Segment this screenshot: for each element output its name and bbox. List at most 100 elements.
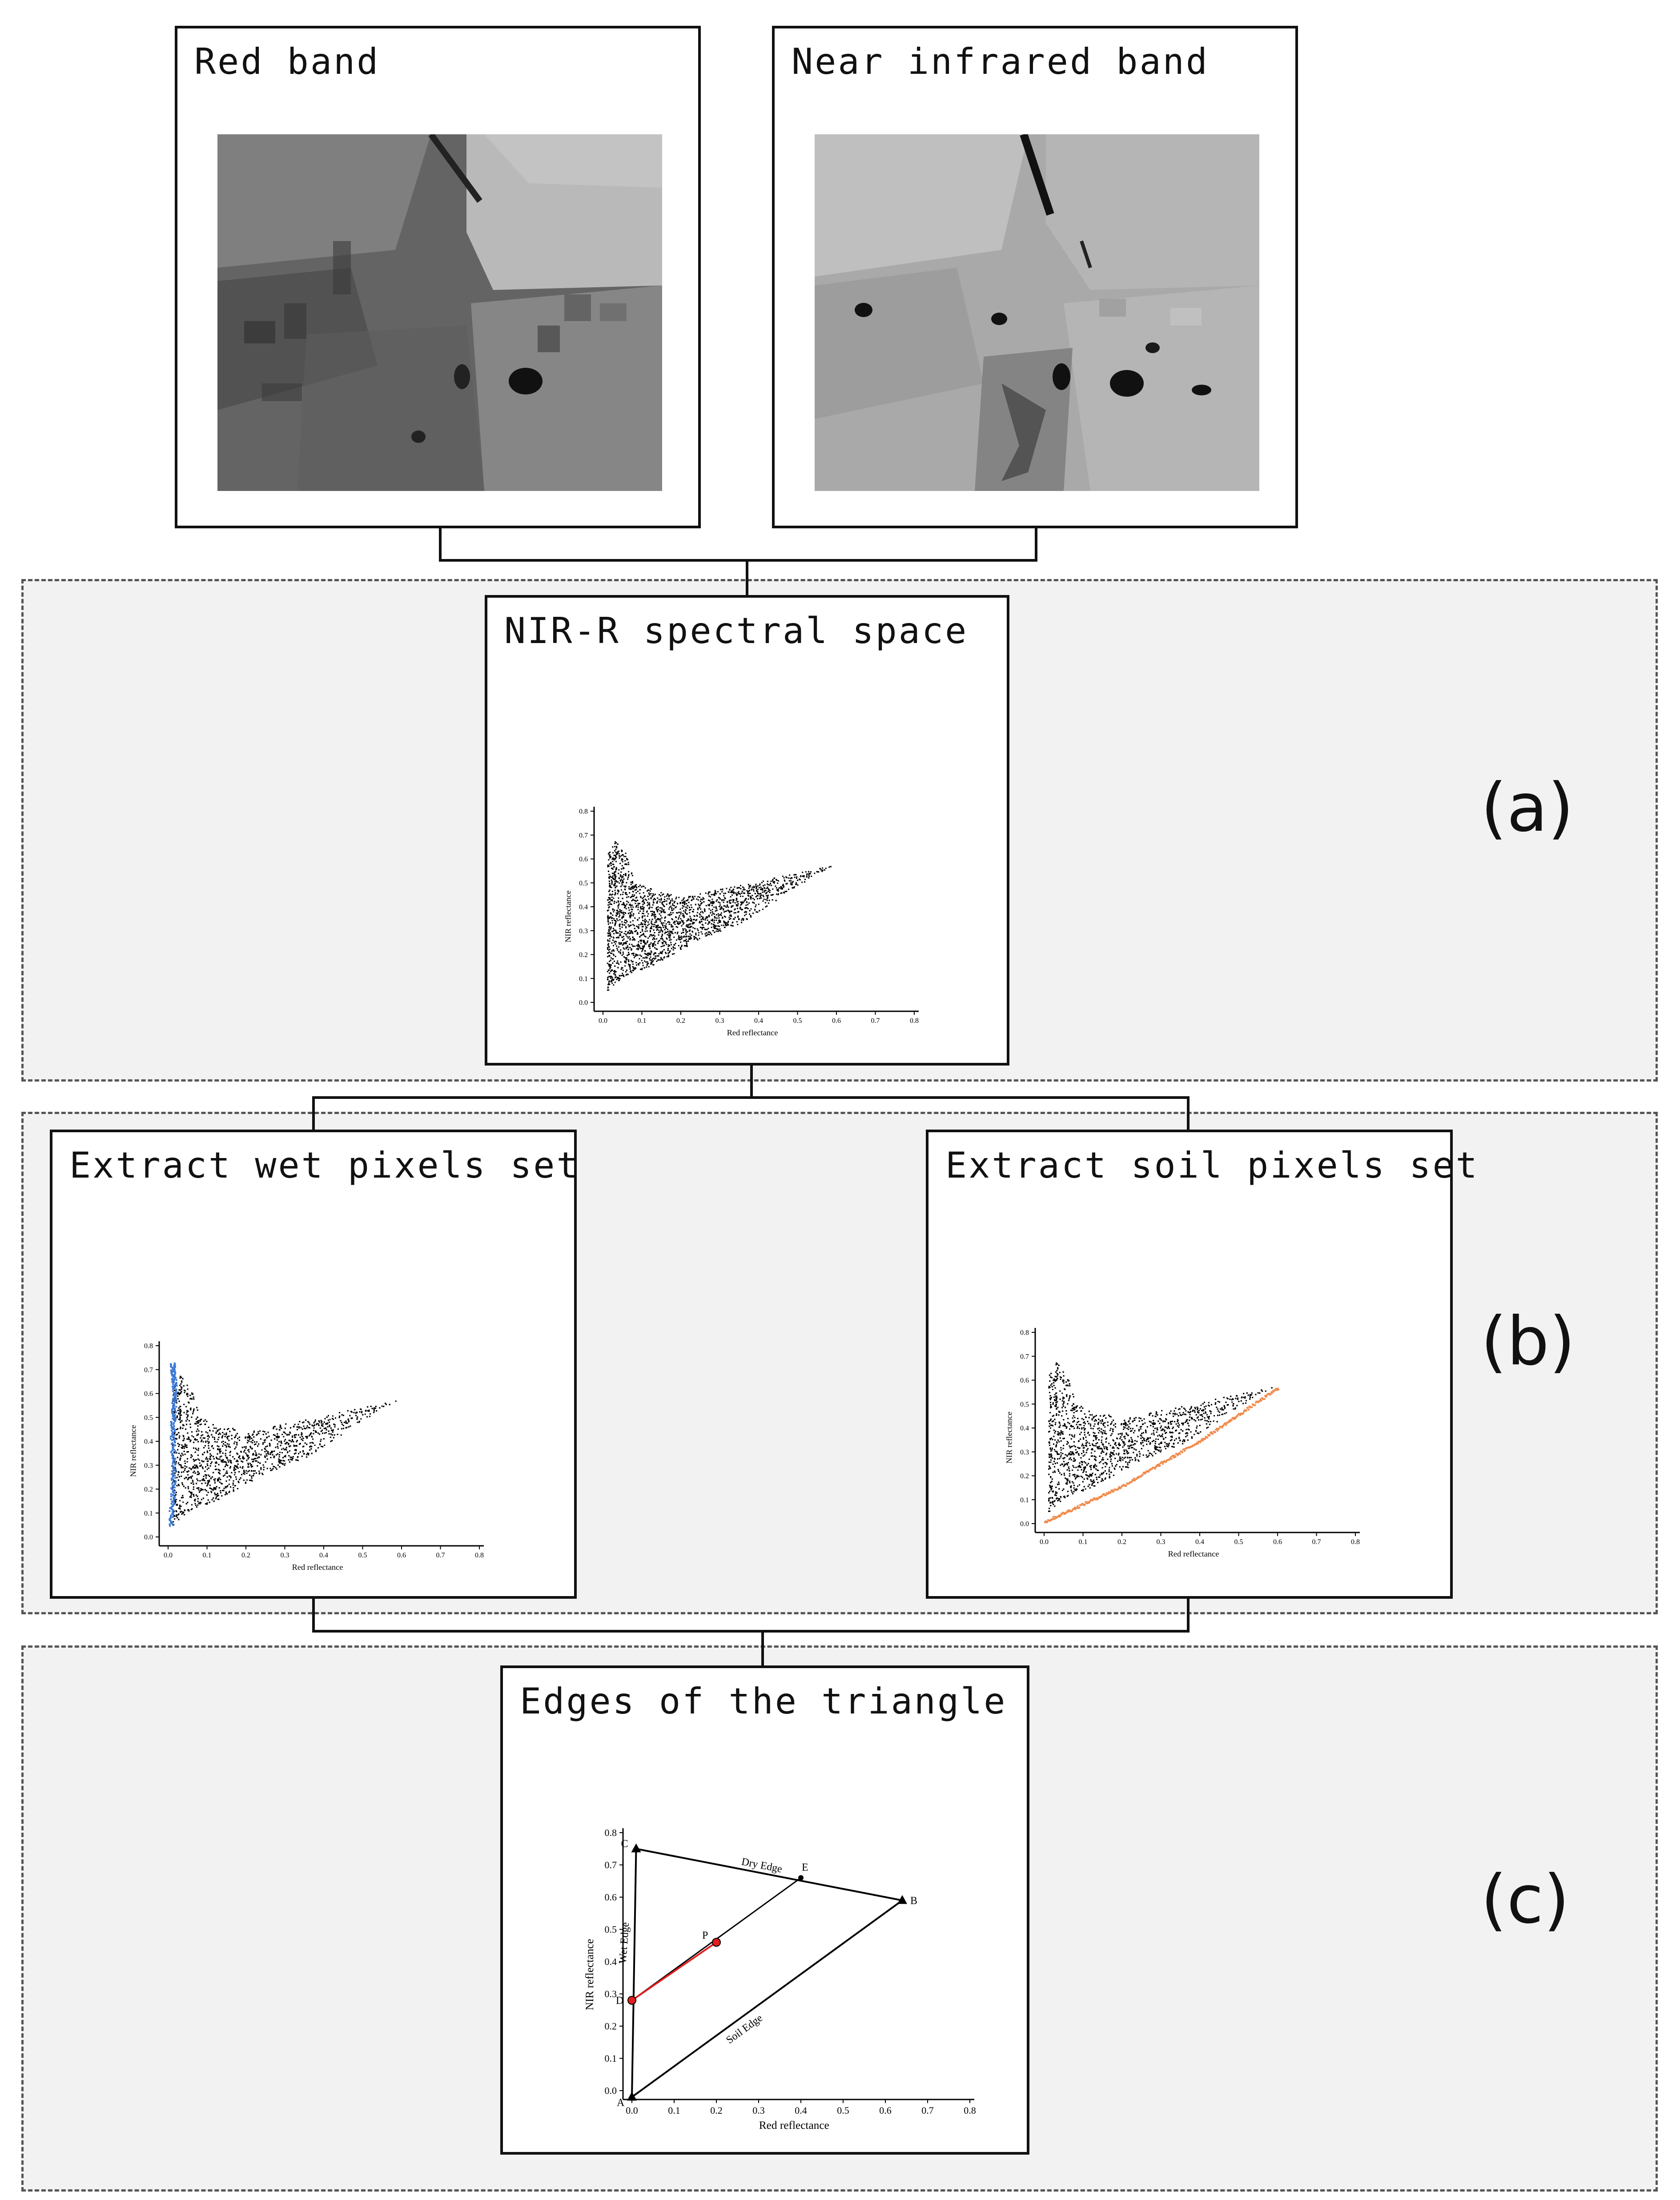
nir-r-space-pixel-point bbox=[750, 915, 752, 917]
wet-pixels-pixel-point bbox=[205, 1424, 206, 1425]
nir-r-space-pixel-point bbox=[797, 884, 799, 886]
wet-pixels-pixel-point bbox=[304, 1442, 306, 1444]
wet-pixels-pixel-point bbox=[356, 1412, 358, 1413]
nir-r-space-pixel-point bbox=[758, 893, 760, 895]
wet-pixels-pixel-point bbox=[248, 1435, 250, 1436]
wet-pixels-pixel-point bbox=[219, 1448, 221, 1450]
nir-r-space-pixel-point bbox=[610, 885, 611, 887]
wet-pixels-pixel-point bbox=[185, 1487, 186, 1489]
nir-r-space-pixel-point bbox=[651, 895, 653, 897]
nir-r-space-pixel-point bbox=[622, 937, 623, 938]
wet-pixels-pixel-point bbox=[209, 1480, 210, 1481]
nir-r-space-pixel-point bbox=[632, 924, 634, 925]
wet-pixels-pixel-point bbox=[190, 1508, 192, 1510]
wet-pixels-pixel-point bbox=[182, 1467, 184, 1468]
nir-r-space-pixel-point bbox=[637, 890, 639, 892]
wet-pixels-pixel-point bbox=[176, 1504, 178, 1506]
wet-pixels-pixel-point bbox=[204, 1470, 206, 1472]
nir-r-space-pixel-point bbox=[624, 906, 626, 908]
nir-r-space-pixel-point bbox=[652, 893, 654, 895]
wet-pixels-pixel-point bbox=[277, 1437, 278, 1439]
nir-r-space-pixel-point bbox=[627, 913, 629, 914]
wet-pixels-pixel-point bbox=[243, 1471, 245, 1472]
nir-r-space-pixel-point bbox=[808, 877, 810, 879]
nir-r-space-pixel-point bbox=[774, 877, 776, 879]
nir-r-space-pixel-point bbox=[629, 967, 631, 969]
nir-r-space-pixel-point bbox=[612, 863, 614, 865]
nir-r-space-pixel-point bbox=[723, 908, 724, 910]
nir-r-space-pixel-point bbox=[614, 876, 616, 878]
nir-r-space-pixel-point bbox=[629, 937, 631, 939]
wet-pixels-pixel-point bbox=[323, 1438, 325, 1440]
wet-pixels-pixel-point bbox=[324, 1444, 326, 1446]
nir-r-space-pixel-point bbox=[804, 878, 806, 880]
wet-pixels-pixel-point bbox=[194, 1467, 196, 1468]
wet-pixels-pixel-point bbox=[186, 1419, 188, 1420]
nir-r-space-pixel-point bbox=[619, 856, 621, 857]
nir-r-space-pixel-point bbox=[625, 946, 627, 948]
nir-r-space-pixel-point bbox=[654, 935, 655, 937]
nir-r-space-pixel-point bbox=[824, 869, 825, 871]
nir-r-space-pixel-point bbox=[635, 900, 637, 902]
nir-r-space-pixel-point bbox=[673, 902, 675, 904]
wet-pixels-pixel-point bbox=[278, 1441, 280, 1443]
nir-r-space-pixel-point bbox=[613, 911, 615, 913]
wet-pixels-x-tick-label: 0.4 bbox=[319, 1552, 328, 1559]
wet-pixels-pixel-point bbox=[197, 1434, 199, 1436]
nir-r-space-pixel-point bbox=[716, 928, 718, 930]
nir-r-space-pixel-point bbox=[615, 886, 616, 888]
nir-r-space-pixel-point bbox=[612, 979, 614, 981]
nir-r-space-pixel-point bbox=[630, 881, 632, 883]
nir-r-space-pixel-point bbox=[643, 908, 644, 909]
nir-r-space-pixel-point bbox=[793, 874, 795, 876]
nir-r-space-pixel-point bbox=[651, 921, 652, 922]
nir-r-space-pixel-point bbox=[708, 891, 710, 893]
nir-r-space-pixel-point bbox=[619, 863, 621, 865]
nir-r-space-pixel-point bbox=[733, 893, 735, 894]
nir-r-space-pixel-point bbox=[607, 977, 609, 978]
wet-pixels-pixel-point bbox=[242, 1466, 244, 1468]
nir-r-space-pixel-point bbox=[607, 853, 609, 855]
nir-r-space-pixel-point bbox=[711, 909, 713, 910]
wet-pixels-pixel-point bbox=[232, 1484, 234, 1486]
nir-r-space-pixel-point bbox=[613, 858, 615, 860]
nir-r-space-pixel-point bbox=[659, 895, 661, 897]
wet-pixels-pixel-point bbox=[273, 1426, 275, 1428]
nir-r-space-pixel-point bbox=[682, 921, 683, 923]
wet-pixels-pixel-point bbox=[303, 1453, 305, 1455]
nir-r-space-pixel-point bbox=[658, 959, 659, 961]
nir-r-space-pixel-point bbox=[619, 857, 620, 859]
nir-r-space-pixel-point bbox=[613, 864, 615, 865]
wet-pixels-pixel-point bbox=[253, 1430, 255, 1432]
nir-r-space-pixel-point bbox=[620, 885, 622, 887]
nir-r-space-pixel-point bbox=[637, 906, 639, 908]
nir-r-space-pixel-point bbox=[775, 900, 777, 901]
wet-pixels-pixel-point bbox=[332, 1415, 334, 1417]
nir-r-space-pixel-point bbox=[671, 926, 672, 928]
wet-pixels-pixel-point bbox=[234, 1472, 236, 1473]
wet-pixels-pixel-point bbox=[244, 1473, 245, 1475]
wet-pixels-pixel-point bbox=[222, 1475, 224, 1477]
nir-r-space-y-tick-label: 0.2 bbox=[579, 951, 588, 959]
wet-pixels-pixel-point bbox=[386, 1404, 387, 1405]
nir-r-space-pixel-point bbox=[642, 924, 643, 925]
wet-pixels-pixel-point bbox=[190, 1440, 192, 1441]
nir-r-space-pixel-point bbox=[662, 903, 663, 905]
wet-pixels-pixel-point bbox=[226, 1486, 228, 1488]
nir-r-space-pixel-point bbox=[629, 947, 631, 949]
wet-pixels-pixel-point bbox=[284, 1463, 286, 1464]
wet-pixels-pixel-point bbox=[189, 1440, 191, 1442]
nir-r-space-pixel-point bbox=[674, 944, 675, 946]
nir-r-space-pixel-point bbox=[693, 898, 695, 900]
nir-r-space-pixel-point bbox=[682, 905, 683, 907]
nir-r-space-pixel-point bbox=[777, 894, 779, 896]
nir-r-space-pixel-point bbox=[653, 912, 655, 914]
wet-pixels-pixel-point bbox=[184, 1460, 186, 1462]
wet-pixels-pixel-point bbox=[284, 1440, 285, 1442]
nir-r-space-pixel-point bbox=[682, 913, 684, 915]
wet-pixels-pixel-point bbox=[225, 1446, 227, 1448]
nir-r-space-pixel-point bbox=[643, 947, 644, 949]
nir-r-space-pixel-point bbox=[643, 941, 645, 943]
nir-r-space-pixel-point bbox=[655, 921, 657, 923]
nir-r-space-pixel-point bbox=[664, 912, 666, 913]
